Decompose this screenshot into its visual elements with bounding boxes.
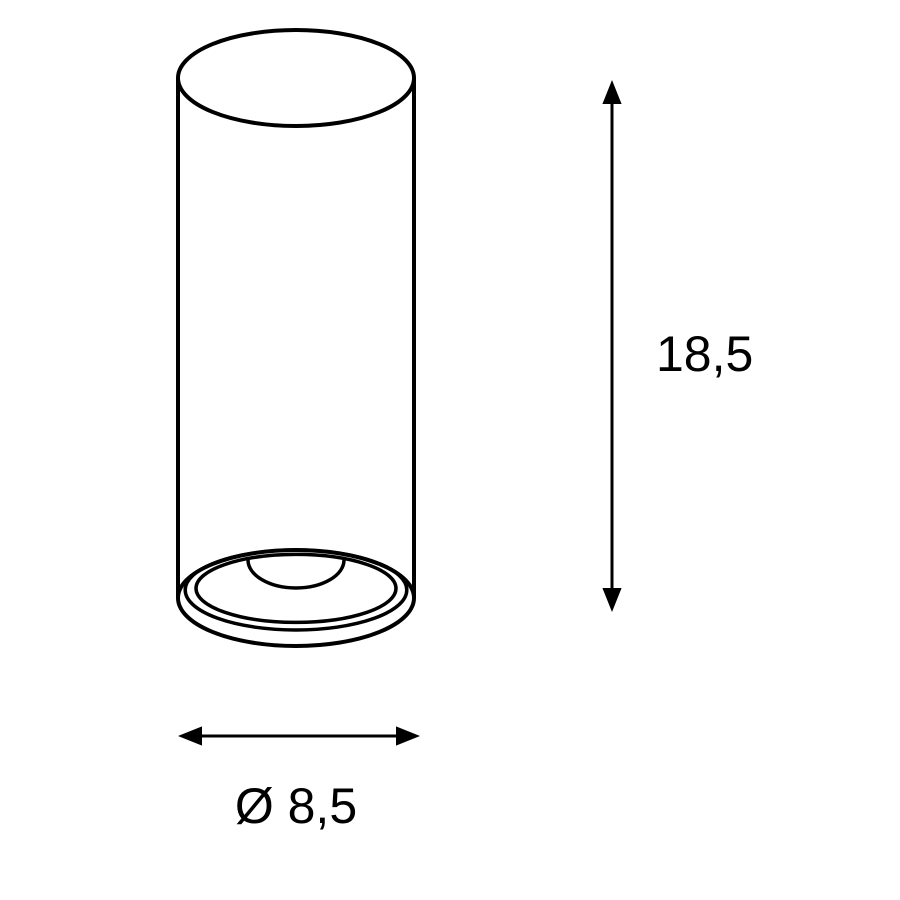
cylinder-shape [178, 30, 414, 646]
height-label: 18,5 [656, 326, 753, 382]
dimension-drawing: 18,5 Ø 8,5 [0, 0, 900, 900]
height-dimension: 18,5 [602, 80, 753, 612]
diameter-label: Ø 8,5 [235, 778, 357, 834]
diameter-dimension: Ø 8,5 [178, 726, 420, 834]
